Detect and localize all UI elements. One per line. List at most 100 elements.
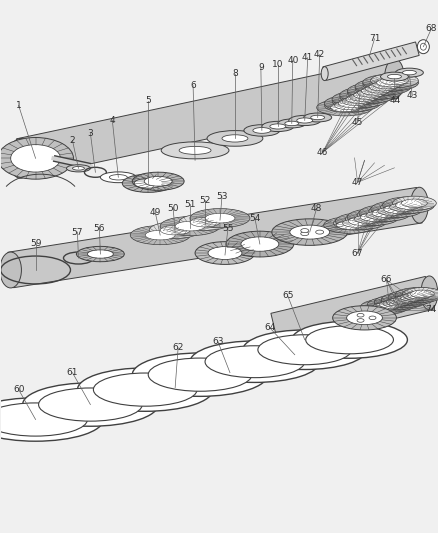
Ellipse shape	[392, 196, 435, 210]
Ellipse shape	[341, 97, 369, 106]
Text: 59: 59	[30, 239, 41, 247]
Ellipse shape	[66, 165, 90, 172]
Ellipse shape	[291, 321, 406, 358]
Ellipse shape	[387, 290, 435, 305]
Ellipse shape	[420, 43, 425, 50]
Text: 54: 54	[249, 214, 260, 223]
Ellipse shape	[354, 82, 402, 96]
Ellipse shape	[252, 127, 270, 133]
Ellipse shape	[316, 99, 372, 116]
Ellipse shape	[375, 302, 399, 310]
Ellipse shape	[179, 214, 230, 230]
Ellipse shape	[324, 95, 379, 112]
Ellipse shape	[388, 292, 427, 305]
Ellipse shape	[374, 297, 414, 310]
Text: 60: 60	[13, 385, 25, 394]
Ellipse shape	[348, 217, 374, 225]
Ellipse shape	[368, 316, 375, 320]
Text: 56: 56	[93, 224, 105, 232]
Ellipse shape	[367, 300, 407, 312]
Ellipse shape	[208, 247, 241, 260]
Ellipse shape	[403, 293, 427, 300]
Ellipse shape	[380, 72, 407, 81]
Ellipse shape	[257, 335, 351, 365]
Ellipse shape	[160, 216, 219, 236]
Ellipse shape	[244, 125, 279, 136]
Text: 44: 44	[389, 96, 400, 105]
Text: 53: 53	[216, 192, 227, 201]
Text: 5: 5	[145, 96, 151, 105]
Ellipse shape	[0, 138, 73, 179]
Ellipse shape	[160, 225, 190, 235]
Ellipse shape	[303, 113, 331, 122]
Ellipse shape	[207, 131, 262, 146]
Ellipse shape	[338, 99, 365, 108]
Ellipse shape	[342, 219, 367, 227]
Ellipse shape	[130, 225, 190, 245]
Ellipse shape	[353, 215, 379, 223]
Ellipse shape	[400, 199, 426, 207]
Ellipse shape	[395, 290, 434, 303]
Ellipse shape	[300, 232, 308, 236]
Ellipse shape	[356, 208, 400, 222]
Text: 50: 50	[167, 204, 179, 213]
Ellipse shape	[380, 292, 428, 308]
Ellipse shape	[362, 74, 417, 91]
Ellipse shape	[144, 176, 172, 186]
Ellipse shape	[289, 225, 329, 239]
Ellipse shape	[134, 179, 162, 188]
Ellipse shape	[357, 89, 385, 97]
Ellipse shape	[346, 83, 402, 99]
Ellipse shape	[305, 326, 392, 354]
Ellipse shape	[269, 124, 285, 129]
Ellipse shape	[11, 144, 60, 172]
Text: 48: 48	[310, 204, 321, 213]
Ellipse shape	[339, 87, 395, 103]
Ellipse shape	[389, 297, 413, 305]
Ellipse shape	[395, 68, 422, 77]
Ellipse shape	[0, 252, 21, 288]
Ellipse shape	[334, 101, 361, 110]
Text: 1: 1	[16, 101, 21, 110]
Ellipse shape	[323, 217, 374, 233]
Ellipse shape	[370, 74, 417, 88]
Text: 64: 64	[264, 324, 275, 332]
Text: 2: 2	[70, 136, 75, 145]
Ellipse shape	[331, 91, 387, 108]
Ellipse shape	[365, 211, 391, 219]
Ellipse shape	[271, 219, 347, 245]
Ellipse shape	[179, 147, 211, 155]
Ellipse shape	[226, 231, 293, 257]
Ellipse shape	[346, 311, 381, 325]
Ellipse shape	[332, 94, 379, 109]
Text: 68: 68	[424, 25, 436, 33]
Ellipse shape	[190, 217, 219, 227]
Ellipse shape	[349, 93, 377, 101]
Ellipse shape	[406, 291, 430, 299]
Ellipse shape	[0, 398, 103, 441]
Ellipse shape	[356, 313, 363, 317]
Polygon shape	[270, 277, 432, 346]
Ellipse shape	[364, 85, 392, 93]
Ellipse shape	[109, 175, 127, 180]
Ellipse shape	[240, 237, 278, 251]
Text: 71: 71	[368, 34, 379, 43]
Ellipse shape	[76, 246, 124, 262]
Ellipse shape	[77, 368, 212, 411]
Text: 55: 55	[222, 224, 233, 232]
Ellipse shape	[100, 172, 136, 183]
Ellipse shape	[370, 201, 422, 217]
Ellipse shape	[0, 403, 87, 436]
Ellipse shape	[122, 174, 174, 192]
Ellipse shape	[347, 86, 395, 100]
Ellipse shape	[190, 208, 249, 228]
Text: 45: 45	[351, 118, 362, 127]
Ellipse shape	[288, 115, 320, 126]
Text: 8: 8	[232, 69, 237, 78]
Ellipse shape	[93, 373, 197, 406]
Text: 6: 6	[190, 81, 195, 90]
Ellipse shape	[396, 295, 420, 302]
Ellipse shape	[387, 75, 400, 79]
Text: 4: 4	[109, 116, 115, 125]
Ellipse shape	[382, 300, 406, 307]
